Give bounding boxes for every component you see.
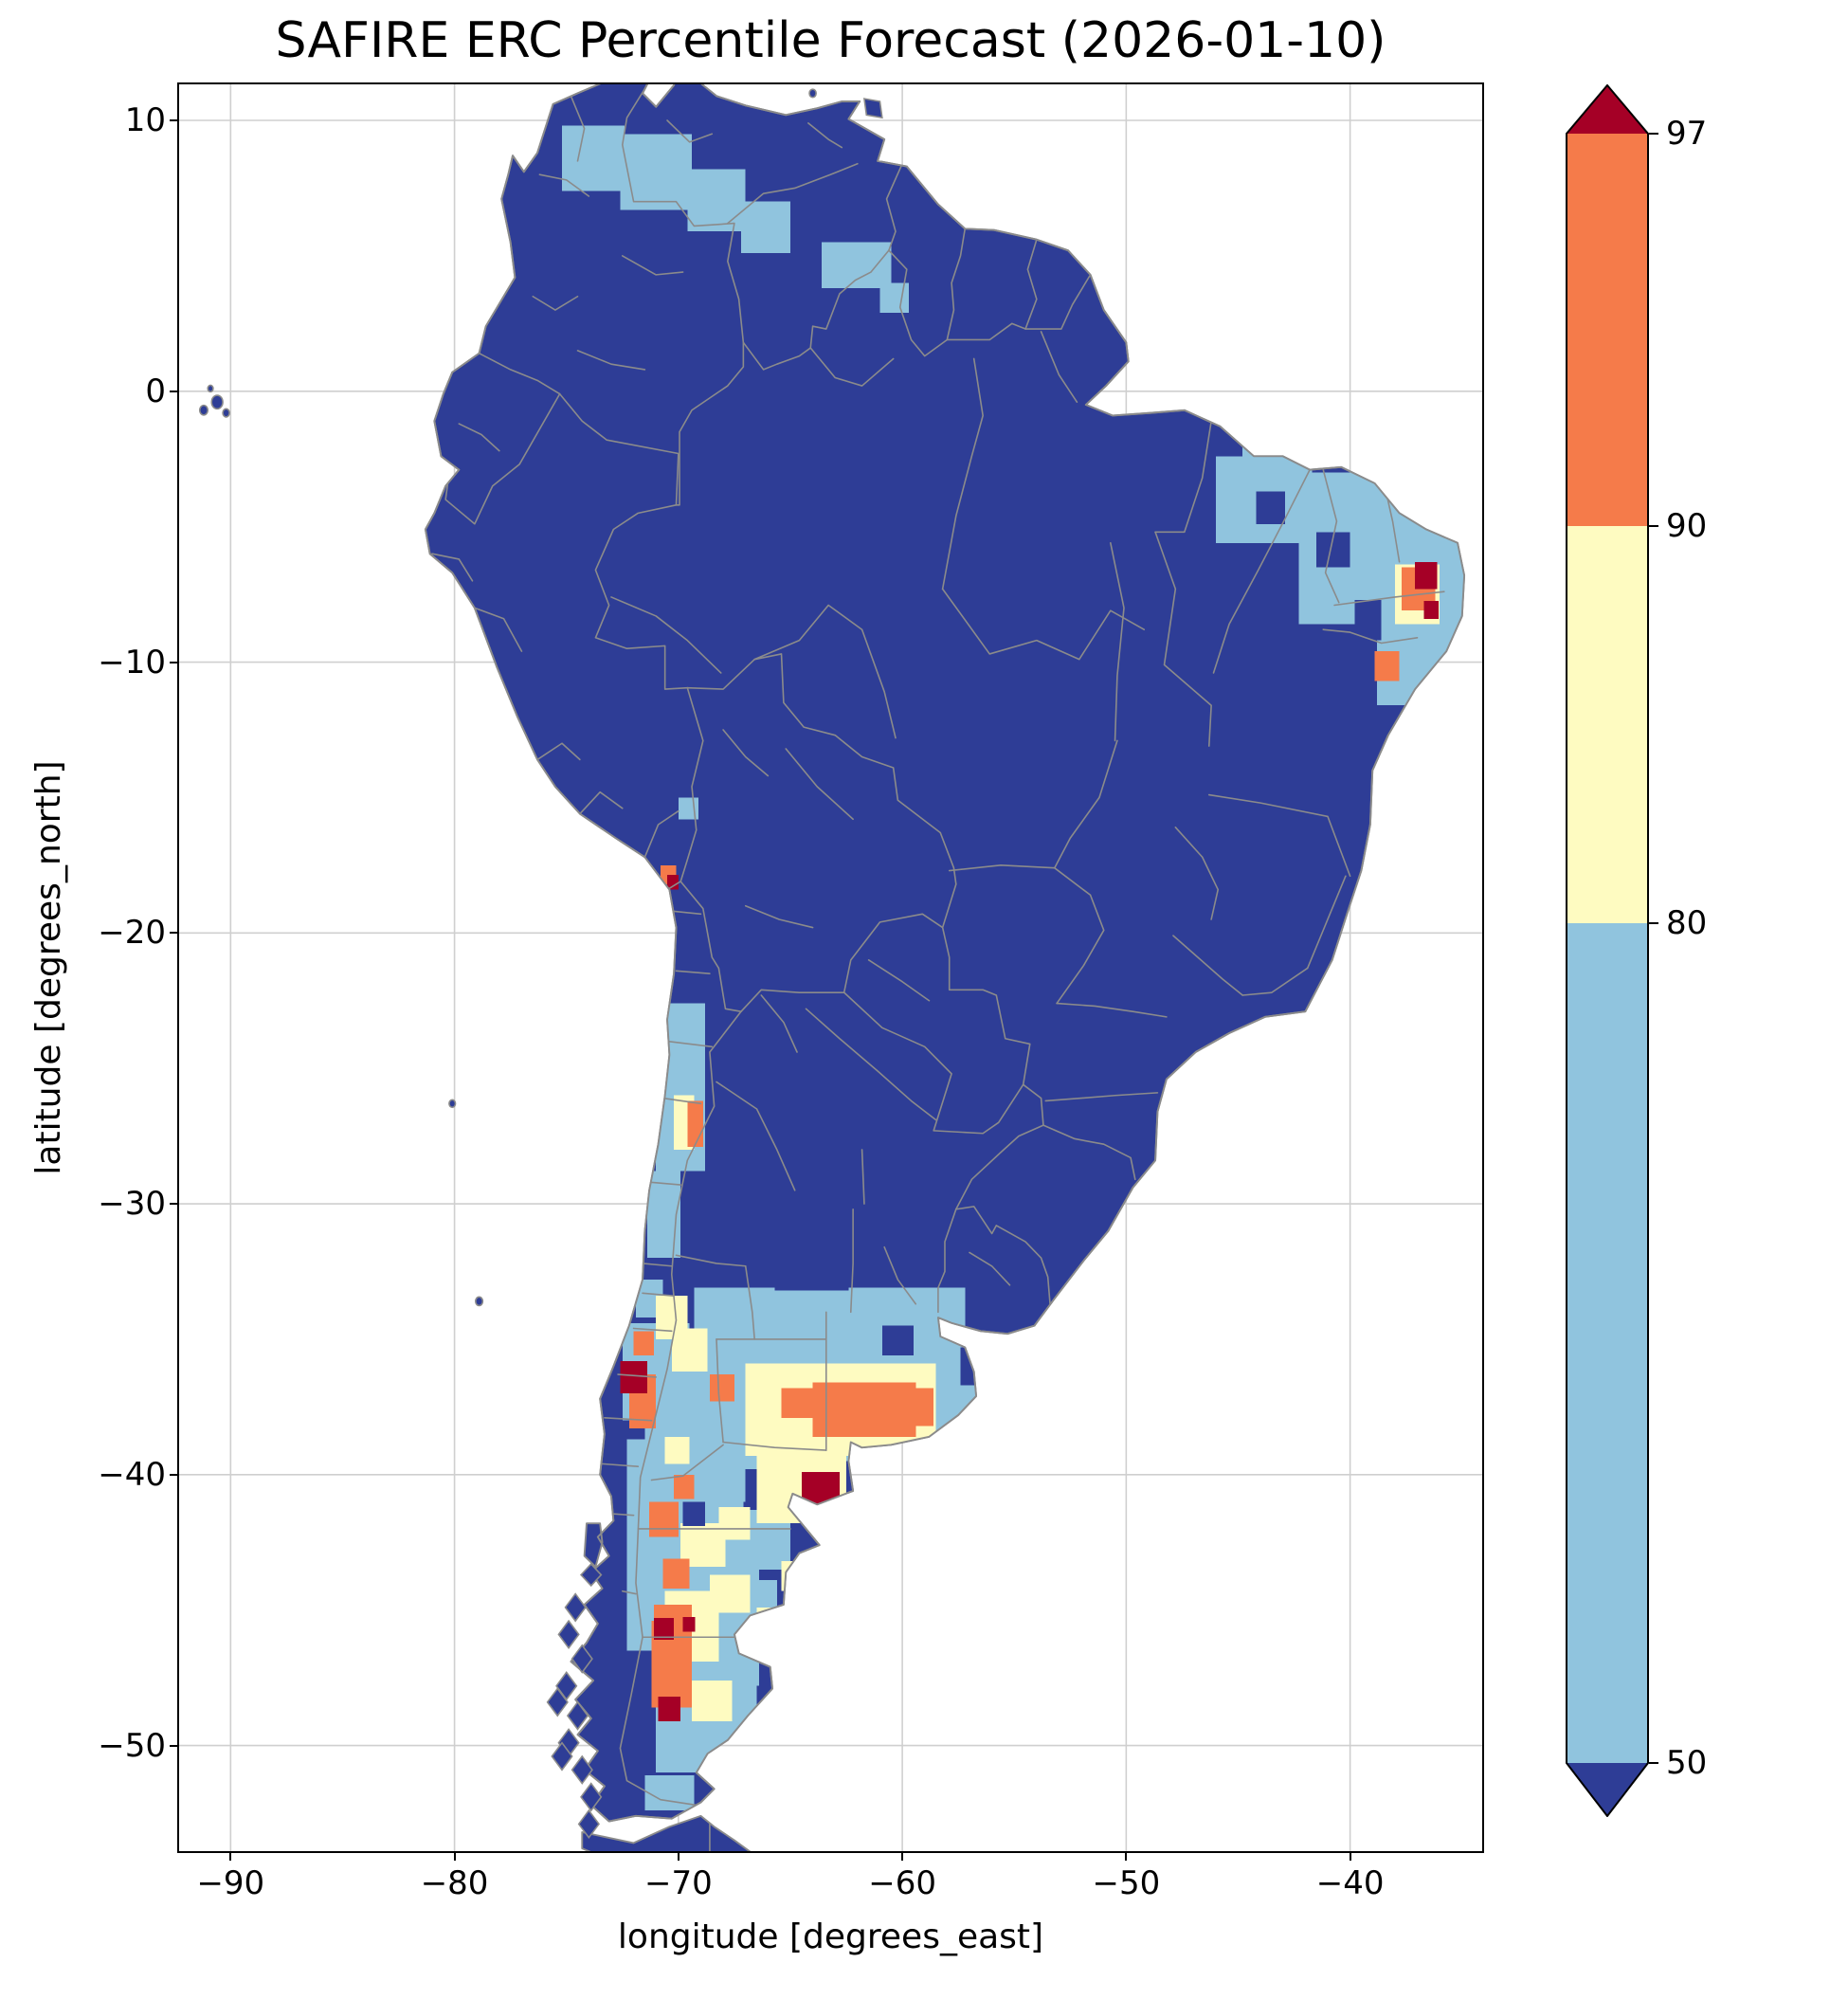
south-america-landmass (426, 84, 1464, 1822)
fjord-island (568, 1702, 588, 1730)
galapagos-island (223, 409, 229, 417)
forecast-cell (649, 1501, 679, 1537)
south-america-map-svg (179, 84, 1482, 1851)
galapagos-island (208, 385, 213, 391)
forecast-cell (692, 1680, 733, 1721)
y-tick-label: 0 (145, 372, 166, 410)
forecast-cell (561, 125, 625, 191)
forecast-cell (761, 1290, 862, 1361)
x-axis-label: longitude [degrees_east] (617, 1917, 1044, 1956)
y-tick-label: −40 (98, 1455, 166, 1494)
forecast-cell (709, 1374, 734, 1402)
forecast-cell (1256, 491, 1286, 524)
x-tick-label: −60 (868, 1864, 936, 1902)
forecast-cell (646, 1171, 681, 1259)
forecast-cell (682, 1501, 706, 1527)
colorbar-tick-label: 97 (1666, 115, 1708, 153)
fjord-island (579, 1810, 599, 1838)
forecast-cell (740, 201, 790, 254)
x-tick-label: −50 (1092, 1864, 1161, 1902)
admin-boundaries (432, 84, 1444, 1851)
colorbar-segment (1567, 134, 1648, 526)
forecast-cell (662, 1558, 690, 1589)
colorbar-outline (1566, 84, 1649, 1817)
x-tick-label: −70 (643, 1864, 713, 1902)
chiloe-island (585, 1523, 603, 1567)
colorbar-extend-above (1567, 85, 1648, 134)
forecast-cell (1374, 651, 1400, 681)
colorbar-tick-label: 50 (1666, 1744, 1708, 1782)
forecast-cell (620, 1360, 647, 1394)
y-axis-label: latitude [degrees_north] (29, 760, 68, 1175)
forecast-cell (664, 1436, 690, 1464)
forecast-cell (674, 1474, 695, 1499)
coastline-overlay (426, 84, 1464, 1822)
forecast-cell (687, 169, 746, 232)
forecast-cell (682, 1616, 696, 1632)
forecast-cell (781, 1388, 818, 1418)
forecast-cell (822, 242, 892, 289)
forecast-cell (1423, 601, 1439, 619)
forecast-cell (658, 1697, 681, 1721)
forecast-cell (1415, 561, 1438, 590)
colorbar-segment (1567, 923, 1648, 1763)
y-tick-label: −20 (98, 914, 166, 953)
forecast-cell (718, 1507, 751, 1540)
trinidad-island (864, 99, 882, 118)
y-tick-label: 10 (124, 101, 166, 139)
galapagos-island (211, 395, 223, 409)
colorbar-segment (1567, 526, 1648, 923)
colorbar-tick-label: 90 (1666, 507, 1708, 545)
forecast-cell (801, 1471, 840, 1508)
forecast-cell (881, 1325, 914, 1356)
fjord-island (572, 1756, 592, 1784)
forecast-cell (653, 1618, 675, 1641)
x-tick-label: −40 (1315, 1864, 1385, 1902)
fjord-island (581, 1564, 601, 1586)
fjord-island (566, 1594, 586, 1622)
juan-fernandez-island (476, 1297, 483, 1305)
fjord-island (572, 1645, 592, 1673)
san-felix-island (449, 1099, 456, 1107)
fjord-island (581, 1784, 601, 1811)
colorbar (1566, 84, 1649, 1817)
colorbar-tick-mark (1649, 922, 1658, 924)
colorbar-tick-mark (1649, 1762, 1658, 1764)
forecast-cell (620, 134, 693, 210)
forecast-cell (633, 1331, 654, 1356)
forecast-cells (561, 125, 1465, 1811)
forecast-cell (1435, 532, 1465, 673)
colorbar-tick-mark (1649, 525, 1658, 527)
colorbar-tick-mark (1649, 133, 1658, 135)
forecast-cell (1354, 599, 1382, 641)
forecast-cell (687, 1100, 703, 1148)
forecast-cell (1242, 445, 1293, 483)
fjord-island (548, 1689, 568, 1717)
small-islands (200, 89, 882, 1838)
x-tick-label: −90 (196, 1864, 265, 1902)
forecast-cell (656, 1296, 688, 1339)
margarita-island (809, 89, 816, 98)
y-tick-label: −10 (98, 643, 166, 681)
y-tick-label: −30 (98, 1185, 166, 1224)
x-tick-label: −80 (420, 1864, 489, 1902)
forecast-cell (884, 1388, 934, 1427)
y-tick-label: −50 (98, 1726, 166, 1765)
chart-title: SAFIRE ERC Percentile Forecast (2026-01-… (275, 12, 1386, 69)
fjord-island (558, 1621, 578, 1648)
galapagos-island (200, 406, 208, 415)
tierra-del-fuego (582, 1816, 784, 1851)
colorbar-extend-below (1567, 1763, 1648, 1816)
forecast-cell (667, 874, 679, 890)
map-plot-area (177, 82, 1484, 1853)
colorbar-tick-label: 80 (1666, 904, 1708, 942)
forecast-cell (879, 282, 910, 313)
forecast-cell (644, 1774, 695, 1811)
fjord-island (552, 1743, 571, 1771)
